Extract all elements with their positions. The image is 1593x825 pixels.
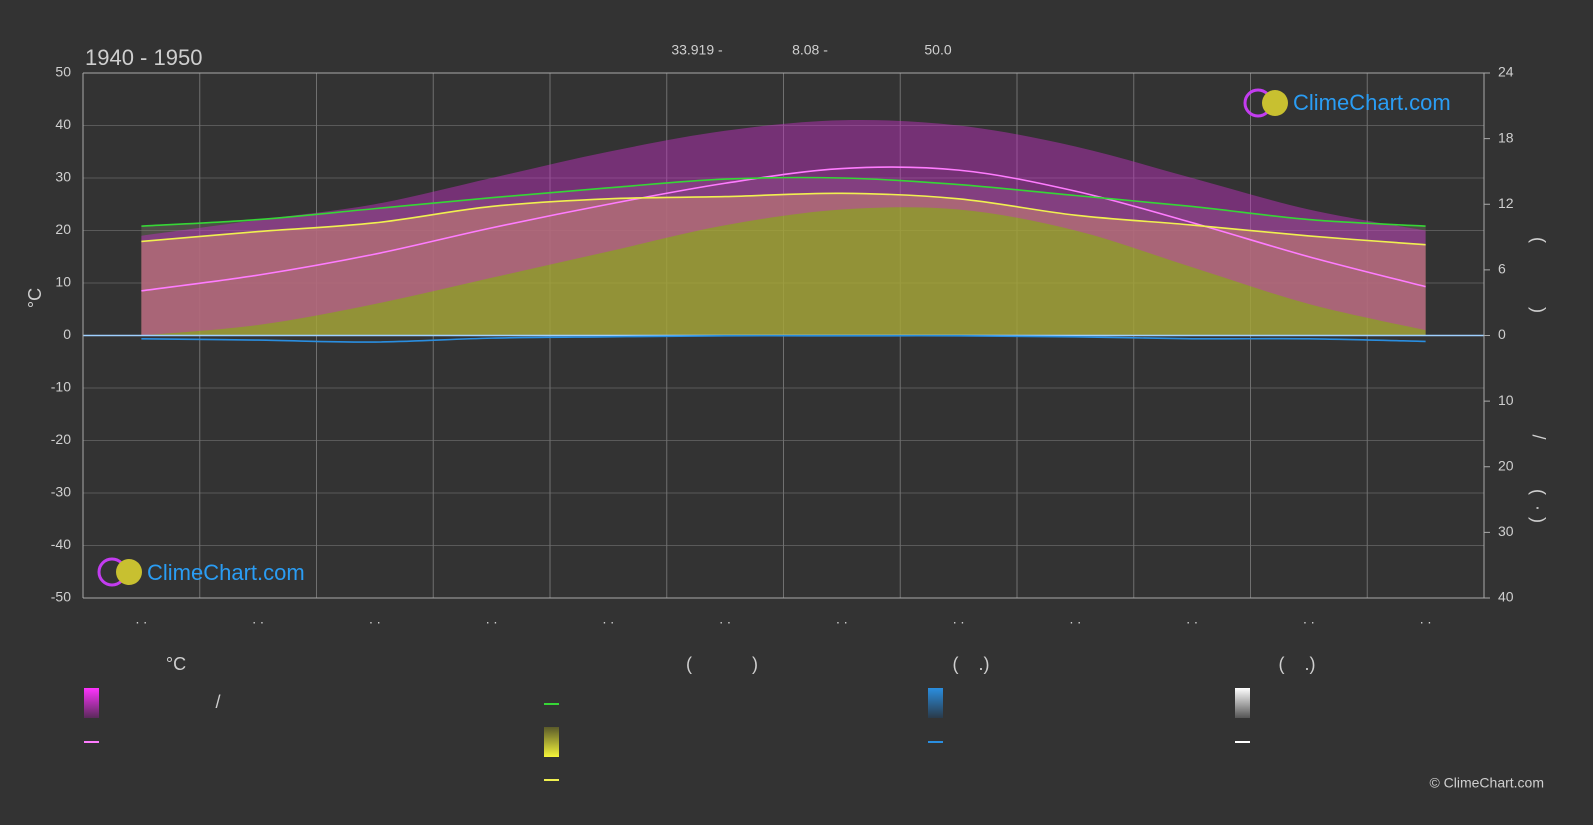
series-line: [141, 192, 1426, 246]
x-tick-label: . .: [1186, 611, 1198, 627]
y-tick-label: -40: [51, 536, 71, 552]
y3-tick-label: 40: [1498, 589, 1514, 605]
y2-tick-label: 24: [1498, 64, 1514, 80]
legend-swatch: [84, 688, 99, 718]
y-tick-label: 50: [55, 64, 71, 80]
y3-axis-label: (: [1528, 489, 1548, 495]
y-tick-label: 20: [55, 221, 71, 237]
y2-tick-label: 0: [1498, 326, 1506, 342]
area: [141, 193, 1426, 336]
y3-axis-label: /: [1528, 434, 1548, 439]
x-tick-label: . .: [136, 611, 148, 627]
legend-text: /: [215, 692, 220, 712]
x-tick-label: . .: [953, 611, 965, 627]
legend-swatch: [544, 727, 559, 757]
y3-axis-label: ): [1528, 517, 1548, 523]
logo: ClimeChart.com: [1243, 88, 1451, 118]
y-tick-label: 10: [55, 274, 71, 290]
temperature-range: [141, 120, 1426, 336]
x-tick-label: . .: [486, 611, 498, 627]
chart-title: 1940 - 1950: [85, 45, 202, 70]
legend-header: ( .): [1279, 654, 1316, 674]
y3-tick-label: 10: [1498, 392, 1514, 408]
legend-swatch: [1235, 688, 1250, 718]
y2-axis-label: (: [1528, 237, 1548, 243]
x-tick-label: . .: [1070, 611, 1082, 627]
legend-header: ( ): [686, 654, 758, 674]
y2-tick-label: 18: [1498, 129, 1514, 145]
x-tick-label: . .: [1420, 611, 1432, 627]
series-line: [141, 176, 1426, 227]
y2-tick-label: 6: [1498, 261, 1506, 277]
y-tick-label: 40: [55, 116, 71, 132]
series-line: [141, 334, 1426, 343]
y3-tick-label: 30: [1498, 523, 1514, 539]
y2-axis-label: ): [1528, 307, 1548, 313]
annotation: 8.08 -: [792, 42, 828, 58]
x-tick-label: . .: [1303, 611, 1315, 627]
copyright: © ClimeChart.com: [1429, 775, 1544, 791]
legend-header: °C: [166, 654, 186, 674]
x-tick-label: . .: [603, 611, 615, 627]
y-tick-label: -10: [51, 379, 71, 395]
x-tick-label: . .: [836, 611, 848, 627]
annotation: 50.0: [924, 42, 951, 58]
logo-text: ClimeChart.com: [1293, 90, 1451, 115]
annotation: 33.919 -: [671, 42, 723, 58]
y3-tick-label: 20: [1498, 457, 1514, 473]
legend-header: ( .): [953, 654, 990, 674]
y-tick-label: 30: [55, 169, 71, 185]
y2-tick-label: 12: [1498, 195, 1514, 211]
y-tick-label: -20: [51, 431, 71, 447]
y-tick-label: -50: [51, 589, 71, 605]
x-tick-label: . .: [719, 611, 731, 627]
y-tick-label: -30: [51, 484, 71, 500]
x-tick-label: . .: [252, 611, 264, 627]
series-line: [141, 166, 1426, 292]
y-axis-label: °C: [25, 288, 45, 308]
logo-text: ClimeChart.com: [147, 560, 305, 585]
y3-axis-label: ·: [1528, 505, 1548, 511]
x-tick-label: . .: [369, 611, 381, 627]
y-tick-label: 0: [63, 326, 71, 342]
legend-swatch: [928, 688, 943, 718]
logo: ClimeChart.com: [97, 557, 305, 587]
